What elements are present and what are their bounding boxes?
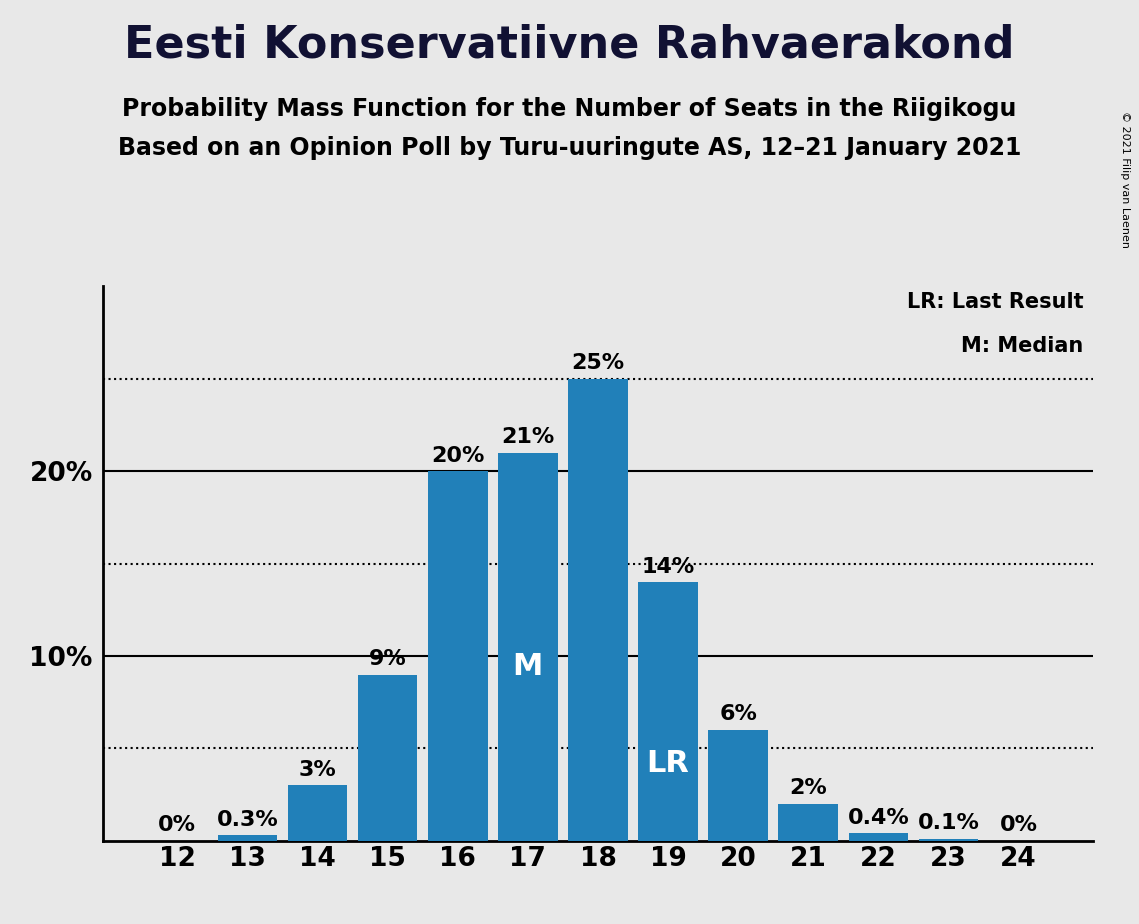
Bar: [708, 730, 768, 841]
Text: 0.3%: 0.3%: [216, 809, 278, 830]
Text: Eesti Konservatiivne Rahvaerakond: Eesti Konservatiivne Rahvaerakond: [124, 23, 1015, 67]
Bar: [428, 471, 487, 841]
Text: 3%: 3%: [298, 760, 336, 780]
Bar: [638, 582, 698, 841]
Bar: [288, 785, 347, 841]
Bar: [849, 833, 908, 841]
Text: 0%: 0%: [158, 815, 196, 835]
Text: LR: LR: [647, 748, 689, 778]
Bar: [568, 379, 628, 841]
Text: Based on an Opinion Poll by Turu-uuringute AS, 12–21 January 2021: Based on an Opinion Poll by Turu-uuringu…: [117, 136, 1022, 160]
Text: 21%: 21%: [501, 427, 555, 447]
Bar: [498, 453, 558, 841]
Text: M: Median: M: Median: [961, 336, 1083, 357]
Bar: [778, 804, 838, 841]
Bar: [358, 675, 418, 841]
Text: 0.1%: 0.1%: [918, 813, 980, 833]
Text: © 2021 Filip van Laenen: © 2021 Filip van Laenen: [1120, 111, 1130, 248]
Text: 6%: 6%: [719, 704, 757, 724]
Bar: [218, 835, 277, 841]
Text: LR: Last Result: LR: Last Result: [907, 292, 1083, 312]
Text: 25%: 25%: [572, 353, 624, 373]
Text: M: M: [513, 651, 543, 681]
Text: 14%: 14%: [641, 556, 695, 577]
Text: 2%: 2%: [789, 778, 827, 798]
Text: 9%: 9%: [369, 649, 407, 669]
Text: 0%: 0%: [1000, 815, 1038, 835]
Text: Probability Mass Function for the Number of Seats in the Riigikogu: Probability Mass Function for the Number…: [122, 97, 1017, 121]
Text: 0.4%: 0.4%: [847, 808, 909, 828]
Text: 20%: 20%: [431, 445, 484, 466]
Bar: [919, 839, 978, 841]
